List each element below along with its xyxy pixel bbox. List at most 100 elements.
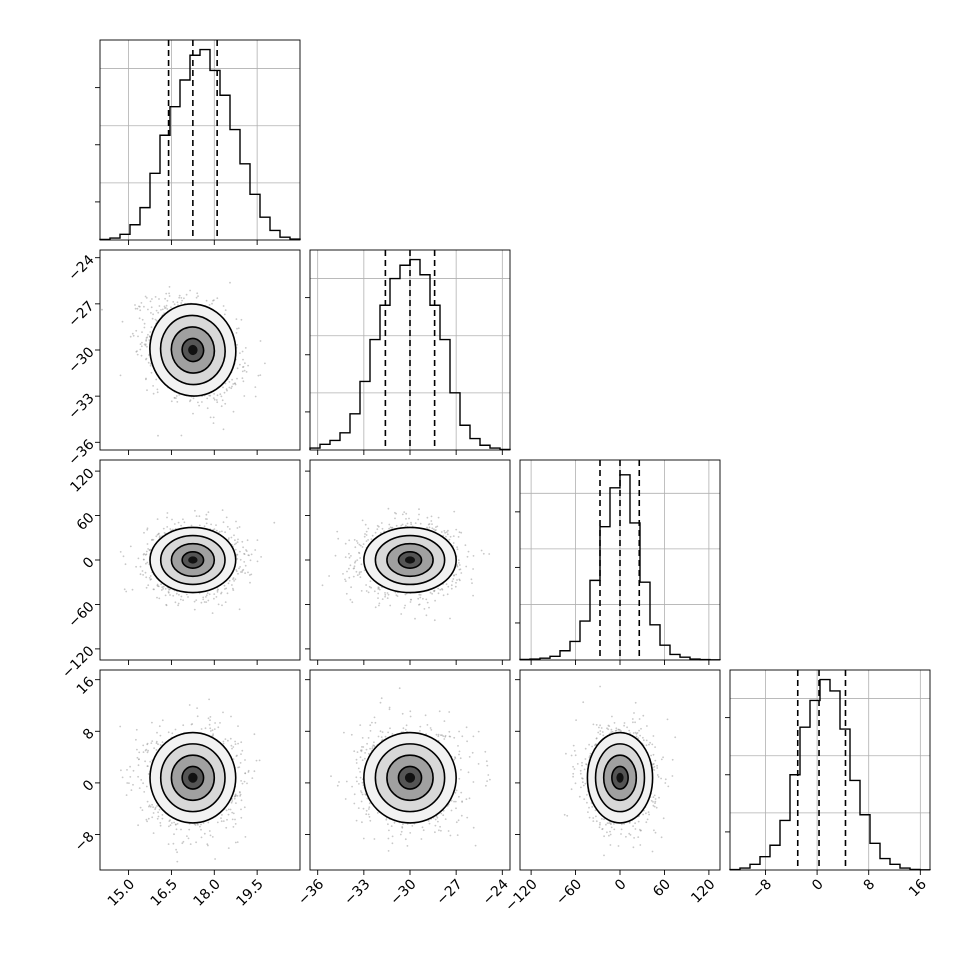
scatter-point <box>145 785 148 788</box>
scatter-point <box>365 534 368 536</box>
scatter-point <box>434 818 437 821</box>
scatter-point <box>146 561 149 564</box>
scatter-point <box>207 511 210 514</box>
scatter-point <box>357 767 360 770</box>
scatter-point <box>645 812 647 815</box>
scatter-point <box>438 829 440 832</box>
scatter-point <box>220 820 223 823</box>
scatter-point <box>215 399 218 401</box>
scatter-point <box>147 584 150 587</box>
scatter-point <box>159 734 162 737</box>
scatter-point <box>403 607 406 609</box>
scatter-point <box>346 570 348 573</box>
scatter-point <box>588 743 590 746</box>
scatter-point <box>472 555 475 557</box>
scatter-point <box>132 769 135 772</box>
contour-line <box>363 731 457 824</box>
scatter-point <box>461 801 463 803</box>
scatter-point <box>151 317 154 320</box>
scatter-point <box>639 829 642 832</box>
scatter-point <box>221 530 223 533</box>
scatter-point <box>183 297 185 300</box>
scatter-point <box>353 567 355 570</box>
scatter-point <box>437 820 439 823</box>
scatter-point <box>565 752 567 755</box>
scatter-point <box>457 559 460 562</box>
scatter-point <box>210 523 213 526</box>
scatter-point <box>330 775 332 778</box>
hist-panel-1 <box>305 249 511 455</box>
scatter-point <box>439 734 442 736</box>
scatter-point <box>364 752 366 754</box>
scatter-point <box>208 593 211 596</box>
scatter-point <box>633 712 635 714</box>
scatter-point <box>357 807 360 809</box>
scatter-point <box>173 523 176 525</box>
scatter-point <box>401 712 404 715</box>
scatter-point <box>605 823 607 826</box>
scatter-point <box>445 535 447 538</box>
scatter-point <box>387 823 389 826</box>
scatter-point <box>361 793 364 796</box>
scatter-point <box>374 606 377 609</box>
scatter-point <box>209 727 212 730</box>
contour-line <box>149 526 237 594</box>
scatter-point <box>236 527 239 529</box>
scatter-point <box>455 807 457 810</box>
scatter-point <box>352 575 355 578</box>
scatter-point <box>634 701 637 704</box>
scatter-point <box>426 516 429 519</box>
scatter-point <box>608 822 610 824</box>
scatter-point <box>443 738 446 740</box>
scatter-point <box>599 685 601 688</box>
scatter-point <box>161 308 164 311</box>
scatter-point <box>224 402 227 405</box>
scatter-point <box>360 750 363 753</box>
scatter-point <box>653 794 656 797</box>
scatter-point <box>205 513 208 516</box>
scatter-point <box>601 828 604 831</box>
scatter-point <box>454 757 457 760</box>
scatter-point <box>200 823 202 826</box>
scatter-point <box>152 806 155 808</box>
scatter-point <box>600 727 603 729</box>
scatter-point <box>449 735 452 738</box>
scatter-point <box>228 579 231 582</box>
scatter-point <box>400 830 403 833</box>
scatter-point <box>361 746 363 748</box>
scatter-point <box>144 553 147 556</box>
scatter-point <box>141 331 143 333</box>
scatter-point <box>632 825 634 827</box>
scatter-point <box>187 596 189 598</box>
scatter-point <box>166 516 168 519</box>
scatter-point <box>321 584 324 587</box>
pair-panel-1-3 <box>305 669 511 875</box>
scatter-point <box>634 822 636 825</box>
scatter-point <box>428 526 431 529</box>
scatter-point <box>259 374 262 376</box>
scatter-point <box>178 593 180 596</box>
scatter-point <box>156 596 158 599</box>
scatter-point <box>138 317 141 320</box>
scatter-point <box>161 741 164 743</box>
scatter-point <box>240 741 243 744</box>
scatter-point <box>654 800 657 803</box>
scatter-point <box>185 593 188 596</box>
scatter-point <box>358 551 360 554</box>
scatter-point <box>253 770 256 773</box>
scatter-point <box>231 811 234 814</box>
scatter-point <box>338 781 340 783</box>
scatter-point <box>233 797 236 800</box>
scatter-point <box>239 558 242 561</box>
scatter-point <box>238 766 241 768</box>
scatter-point <box>135 329 138 332</box>
scatter-point <box>224 382 227 385</box>
scatter-point <box>364 533 366 535</box>
scatter-point <box>336 784 339 787</box>
scatter-point <box>368 802 371 805</box>
scatter-point <box>213 728 216 730</box>
scatter-point <box>402 727 405 730</box>
scatter-point <box>431 592 433 595</box>
scatter-point <box>120 769 122 772</box>
scatter-point <box>361 737 364 739</box>
